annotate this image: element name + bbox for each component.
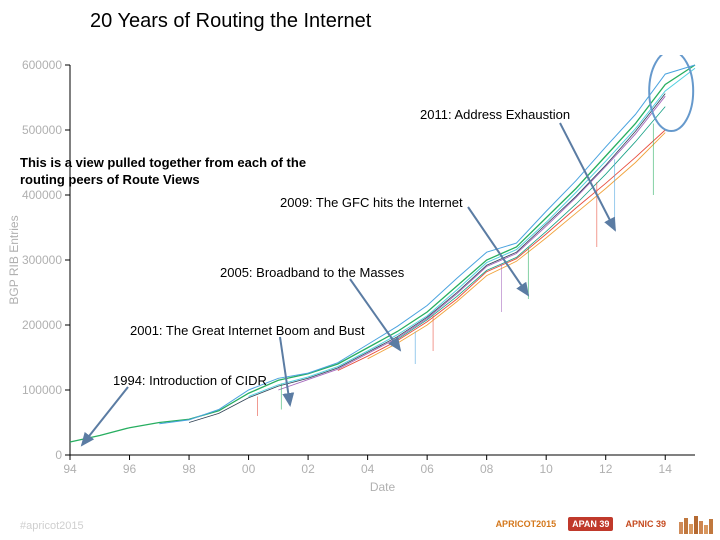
- svg-text:10: 10: [540, 462, 554, 476]
- apricot-logo: APRICOT2015: [492, 517, 561, 531]
- annotation-label: 2005: Broadband to the Masses: [220, 265, 404, 280]
- series-peer-e: [278, 96, 665, 390]
- annotation-label: 2001: The Great Internet Boom and Bust: [130, 323, 365, 338]
- chart-container: 0 100000 200000 300000 400000 500000 600000 94 9…: [0, 55, 720, 525]
- svg-text:02: 02: [301, 462, 315, 476]
- y-axis-label: BGP RIB Entries: [7, 215, 21, 304]
- annotation-label: 1994: Introduction of CIDR: [113, 373, 267, 388]
- subtitle-line: This is a view pulled together from each…: [20, 155, 306, 172]
- x-axis-label: Date: [370, 480, 396, 494]
- annotation-label: 2011: Address Exhaustion: [420, 107, 570, 122]
- series-peer-h: [397, 107, 665, 340]
- annotation-arrow: [560, 123, 615, 230]
- highlight-circle: [649, 55, 693, 131]
- subtitle-line: routing peers of Route Views: [20, 172, 306, 189]
- svg-text:94: 94: [63, 462, 77, 476]
- annotation-arrow: [350, 279, 400, 350]
- series-peer-d: [338, 130, 665, 371]
- page-title: 20 Years of Routing the Internet: [90, 10, 371, 33]
- line-chart: 0 100000 200000 300000 400000 500000 600000 94 9…: [0, 55, 720, 525]
- svg-text:00: 00: [242, 462, 256, 476]
- hashtag-text: #apricot2015: [20, 520, 84, 532]
- apan-logo: APAN 39: [568, 517, 613, 531]
- svg-text:100000: 100000: [22, 383, 62, 397]
- svg-text:12: 12: [599, 462, 613, 476]
- svg-text:04: 04: [361, 462, 375, 476]
- cityscape-icon: [678, 514, 714, 534]
- svg-text:200000: 200000: [22, 318, 62, 332]
- footer: #apricot2015 APRICOT2015 APAN 39 APNIC 3…: [0, 514, 720, 536]
- svg-text:400000: 400000: [22, 188, 62, 202]
- svg-text:96: 96: [123, 462, 137, 476]
- svg-text:06: 06: [420, 462, 434, 476]
- footer-logos: APRICOT2015 APAN 39 APNIC 39: [492, 514, 714, 534]
- svg-text:600000: 600000: [22, 58, 62, 72]
- annotation-label: 2009: The GFC hits the Internet: [280, 195, 463, 210]
- chart-subtitle: This is a view pulled together from each…: [20, 155, 306, 189]
- annotation-arrow: [82, 387, 128, 445]
- svg-text:98: 98: [182, 462, 196, 476]
- apnic-logo: APNIC 39: [621, 517, 670, 531]
- svg-text:300000: 300000: [22, 253, 62, 267]
- svg-text:500000: 500000: [22, 123, 62, 137]
- svg-text:08: 08: [480, 462, 494, 476]
- svg-text:14: 14: [659, 462, 673, 476]
- svg-text:0: 0: [55, 448, 62, 462]
